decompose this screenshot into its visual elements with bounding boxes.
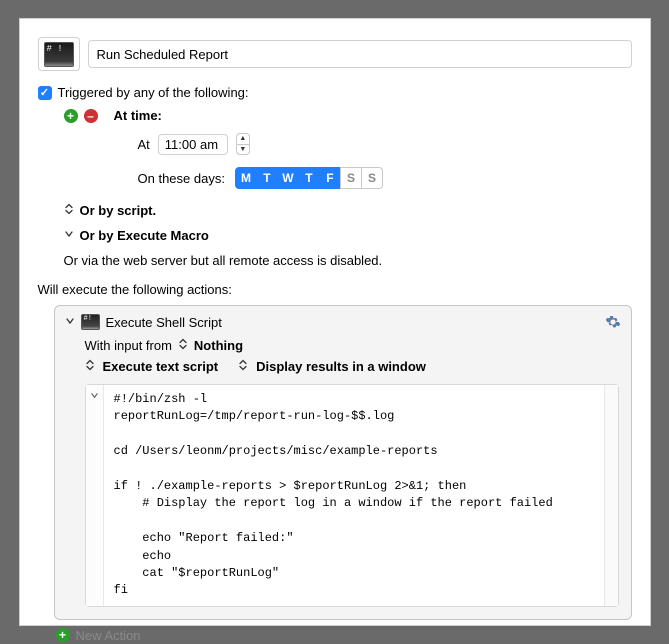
input-source-row: With input from Nothing [55, 338, 631, 359]
mode-row: Execute text script Display results in a… [55, 359, 631, 380]
script-editor: #!/bin/zsh -l reportRunLog=/tmp/report-r… [85, 384, 619, 607]
new-action-row[interactable]: + New Action [56, 628, 632, 643]
at-time-header: + – At time: [64, 108, 632, 123]
day-mon[interactable]: M [235, 167, 257, 189]
or-web-label: Or via the web server but all remote acc… [64, 253, 632, 268]
trigger-block: + – At time: At 11:00 am ▲ ▼ On these da… [64, 108, 632, 189]
will-execute-label: Will execute the following actions: [38, 282, 632, 297]
day-sun[interactable]: S [361, 167, 383, 189]
day-sat[interactable]: S [340, 167, 362, 189]
macro-editor-window: ✓ Triggered by any of the following: + –… [19, 18, 651, 626]
time-stepper[interactable]: ▲ ▼ [236, 133, 250, 155]
remove-trigger-button[interactable]: – [84, 109, 98, 123]
script-mode-value[interactable]: Execute text script [103, 359, 219, 374]
or-by-macro-row[interactable]: Or by Execute Macro [64, 228, 632, 243]
at-time-label: At time: [114, 108, 162, 123]
chevron-down-icon [65, 316, 75, 329]
display-mode-value[interactable]: Display results in a window [256, 359, 426, 374]
day-tue[interactable]: T [256, 167, 278, 189]
fold-gutter[interactable] [86, 385, 104, 606]
title-row [38, 37, 632, 71]
macro-title-input[interactable] [88, 40, 632, 68]
updown-icon[interactable] [178, 338, 188, 353]
updown-icon [64, 203, 74, 218]
updown-icon[interactable] [238, 359, 248, 374]
stepper-down-icon: ▼ [237, 145, 249, 155]
add-icon: + [56, 628, 70, 642]
updown-icon[interactable] [85, 359, 95, 374]
action-title: Execute Shell Script [106, 315, 222, 330]
days-label: On these days: [138, 171, 225, 186]
days-row: On these days: M T W T F S S [138, 167, 632, 189]
or-by-script-row[interactable]: Or by script. [64, 203, 632, 218]
stepper-up-icon: ▲ [237, 134, 249, 145]
action-header[interactable]: Execute Shell Script [55, 306, 631, 338]
scrollbar[interactable] [604, 385, 618, 606]
input-source-value[interactable]: Nothing [194, 338, 243, 353]
script-text[interactable]: #!/bin/zsh -l reportRunLog=/tmp/report-r… [104, 385, 604, 606]
time-input[interactable]: 11:00 am [158, 134, 228, 155]
time-row: At 11:00 am ▲ ▼ [138, 133, 632, 155]
macro-icon-well[interactable] [38, 37, 80, 71]
day-wed[interactable]: W [277, 167, 299, 189]
action-card: Execute Shell Script With input from Not… [54, 305, 632, 620]
trigger-checkbox[interactable]: ✓ [38, 86, 52, 100]
at-label: At [138, 137, 150, 152]
trigger-checkbox-row: ✓ Triggered by any of the following: [38, 85, 632, 100]
input-from-label: With input from [85, 338, 172, 353]
new-action-label: New Action [76, 628, 141, 643]
gear-icon[interactable] [605, 314, 621, 330]
add-trigger-button[interactable]: + [64, 109, 78, 123]
trigger-label: Triggered by any of the following: [58, 85, 249, 100]
day-thu[interactable]: T [298, 167, 320, 189]
or-macro-label: Or by Execute Macro [80, 228, 209, 243]
terminal-icon [44, 42, 74, 67]
or-script-label: Or by script. [80, 203, 157, 218]
chevron-down-icon [64, 229, 74, 242]
day-fri[interactable]: F [319, 167, 341, 189]
terminal-icon [81, 314, 100, 330]
day-selector: M T W T F S S [235, 167, 383, 189]
